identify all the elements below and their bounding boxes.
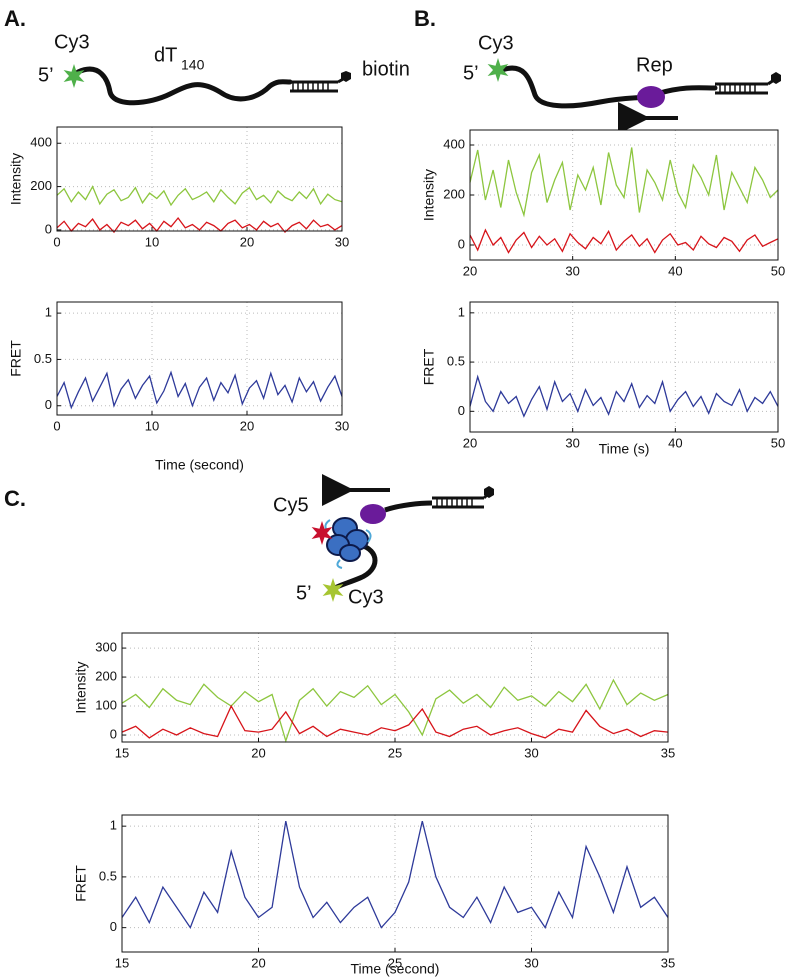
plot: 0 10 20 30 0 0.5 1 FRET Time (second) — [8, 301, 349, 473]
y-tick-label: 1 — [458, 304, 465, 319]
axes-frame — [469, 129, 779, 261]
x-axis-label: Time (s) — [599, 441, 650, 457]
y-tick-label: 200 — [30, 178, 52, 193]
x-tick-label: 50 — [771, 263, 785, 278]
y-axis-label: FRET — [73, 865, 89, 902]
dye-label: Cy3 — [54, 31, 90, 53]
x-tick-label: 40 — [668, 435, 682, 450]
y-axis-label: FRET — [8, 340, 24, 377]
x-tick-label: 30 — [335, 234, 349, 249]
x-tick-label: 20 — [463, 435, 477, 450]
plot-area — [57, 127, 342, 231]
end-label: 5’ — [463, 62, 479, 84]
strand-subscript: 140 — [181, 57, 205, 73]
tag-label: biotin — [362, 58, 410, 80]
y-tick-label: 300 — [95, 640, 117, 655]
x-tick-label: 30 — [335, 418, 349, 433]
y-axis-label: Intensity — [421, 169, 437, 221]
y-tick-label: 0 — [458, 236, 465, 251]
trace — [469, 147, 779, 218]
diagram-b: Cy3 5’ Rep — [463, 32, 781, 134]
trace — [56, 216, 343, 234]
end-label: 5’ — [296, 582, 312, 604]
axes-frame — [56, 301, 343, 416]
plot: 15 20 25 30 35 0 0.5 1 FRET Time (second) — [73, 814, 675, 977]
axes-frame — [469, 301, 779, 433]
x-tick-label: 50 — [771, 435, 785, 450]
acceptor-label: Cy5 — [273, 494, 309, 516]
dye-label: Cy3 — [478, 32, 514, 54]
y-axis-label: FRET — [421, 348, 437, 385]
y-tick-label: 200 — [95, 669, 117, 684]
trace — [56, 370, 343, 410]
y-tick-label: 0.5 — [34, 351, 52, 366]
x-tick-label: 25 — [388, 745, 402, 760]
x-tick-label: 30 — [524, 955, 538, 970]
plot-area — [57, 302, 342, 415]
x-tick-label: 35 — [661, 955, 675, 970]
trace — [121, 678, 669, 743]
y-tick-label: 200 — [443, 186, 465, 201]
y-tick-label: 0 — [45, 397, 52, 412]
panel-label: B. — [414, 6, 436, 31]
trace — [56, 185, 343, 207]
x-tick-label: 40 — [668, 263, 682, 278]
diagram-c: Cy5 5’ Cy3 — [273, 474, 494, 608]
trace — [469, 374, 779, 418]
trace — [121, 820, 669, 929]
x-tick-label: 0 — [53, 234, 60, 249]
y-tick-label: 400 — [443, 136, 465, 151]
plot: 15 20 25 30 35 0 100 200 300 Intensity — [73, 632, 675, 760]
x-tick-label: 25 — [388, 955, 402, 970]
end-label: 5’ — [38, 64, 54, 86]
axes-frame — [121, 814, 669, 953]
x-tick-label: 10 — [145, 234, 159, 249]
axes-frame — [121, 632, 669, 743]
x-tick-label: 20 — [240, 418, 254, 433]
x-tick-label: 20 — [251, 955, 265, 970]
x-tick-label: 20 — [463, 263, 477, 278]
y-tick-label: 0.5 — [99, 868, 117, 883]
panel-label: A. — [4, 6, 26, 31]
x-tick-label: 20 — [240, 234, 254, 249]
x-tick-label: 15 — [115, 955, 129, 970]
y-tick-label: 0 — [458, 403, 465, 418]
y-tick-label: 0 — [110, 919, 117, 934]
x-tick-label: 30 — [565, 435, 579, 450]
axes-frame — [56, 126, 343, 232]
plot: 0 10 20 30 0 200 400 Intensity — [8, 126, 349, 249]
x-tick-label: 35 — [661, 745, 675, 760]
y-tick-label: 1 — [45, 305, 52, 320]
strand-label: dT — [154, 44, 177, 66]
y-tick-label: 0 — [110, 726, 117, 741]
x-tick-label: 0 — [53, 418, 60, 433]
x-tick-label: 20 — [251, 745, 265, 760]
x-axis-label: Time (second) — [155, 457, 244, 473]
y-tick-label: 1 — [110, 818, 117, 833]
x-axis-label: Time (second) — [351, 961, 440, 977]
plot-area — [470, 302, 778, 432]
y-tick-label: 0 — [45, 221, 52, 236]
x-tick-label: 15 — [115, 745, 129, 760]
panel-label: C. — [4, 486, 26, 511]
donor-label: Cy3 — [348, 586, 384, 608]
x-tick-label: 30 — [524, 745, 538, 760]
y-tick-label: 100 — [95, 697, 117, 712]
plot: 20 30 40 50 0 200 400 Intensity — [421, 129, 785, 278]
diagram-a: Cy3 5’ dT 140 biotin — [38, 31, 410, 106]
plot: 20 30 40 50 0 0.5 1 FRET Time (s) — [421, 301, 785, 457]
x-tick-label: 30 — [565, 263, 579, 278]
trace — [469, 228, 779, 254]
trace — [121, 704, 669, 739]
x-tick-label: 10 — [145, 418, 159, 433]
protein-label: Rep — [636, 54, 673, 76]
y-axis-label: Intensity — [73, 661, 89, 713]
y-tick-label: 400 — [30, 135, 52, 150]
y-tick-label: 0.5 — [447, 354, 465, 369]
y-axis-label: Intensity — [8, 153, 24, 205]
